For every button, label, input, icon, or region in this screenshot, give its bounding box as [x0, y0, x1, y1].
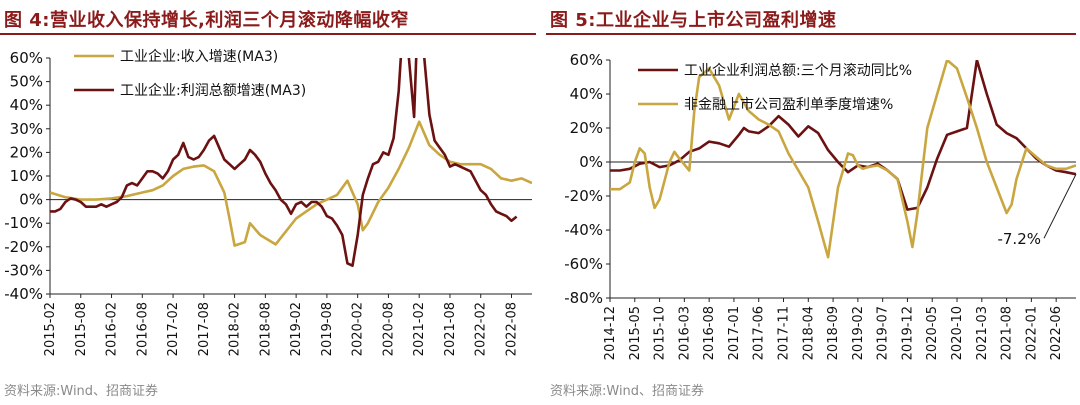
- x-tick-label: 2018-09: [826, 306, 841, 360]
- x-tick-label: 2017-08: [197, 302, 212, 356]
- left-panel: 图 4:营业收入保持增长,利润三个月滚动降幅收窄 -40% -30% -20% -10…: [0, 10, 536, 399]
- x-tick-label: 2020-02: [351, 302, 366, 356]
- x-tick-label: 2020-10: [950, 306, 965, 360]
- right-title-rule: [546, 33, 1076, 35]
- x-tick-label: 2022-01: [1024, 306, 1039, 360]
- x-tick-label: 2019-12: [900, 306, 915, 360]
- y-tick-label: 0%: [579, 153, 603, 171]
- left-source-note: 资料来源:Wind、招商证券: [4, 384, 159, 399]
- x-tick-label: 2016-03: [677, 306, 692, 360]
- x-tick-label: 2021-08: [443, 302, 458, 356]
- x-tick-label: 2019-02: [289, 302, 304, 356]
- legend-label-1: 工业企业:收入增速(MA3): [120, 48, 278, 65]
- x-tick-label: 2015-10: [653, 306, 668, 360]
- left-panel-title: 图 4:营业收入保持增长,利润三个月滚动降幅收窄: [4, 10, 409, 31]
- left-line-chart: -40% -30% -20% -10% 0% 10% 20% 30% 40% 50% 60% 2015…: [4, 48, 532, 356]
- x-tick-label: 2019-08: [320, 302, 335, 356]
- y-tick-label: -40%: [4, 285, 43, 303]
- right-source-note: 资料来源:Wind、招商证券: [550, 384, 705, 399]
- x-tick-label: 2017-02: [166, 302, 181, 356]
- series-group: [50, 58, 532, 267]
- y-tick-label: 20%: [570, 119, 603, 137]
- x-tick-label: 2021-08: [1000, 306, 1015, 360]
- x-tick-label: 2017-06: [752, 306, 767, 360]
- y-tick-label: 60%: [10, 49, 43, 67]
- series-line-1: [610, 60, 1076, 211]
- series-line-2: [610, 60, 1076, 259]
- y-tick-label: 50%: [10, 73, 43, 91]
- x-tick-label: 2020-08: [381, 302, 396, 356]
- x-tick-label: 2016-08: [702, 306, 717, 360]
- y-tick-label: 40%: [10, 96, 43, 114]
- y-tick-label: -10%: [4, 214, 43, 232]
- series-line-1: [50, 120, 532, 247]
- x-tick-label: 2017-11: [777, 306, 792, 360]
- legend-label-2: 非金融上市公司盈利单季度增速%: [684, 96, 893, 113]
- x-tick-label: 2019-07: [876, 306, 891, 360]
- x-tick-label: 2015-08: [74, 302, 89, 356]
- right-line-chart: -80% -60% -40% -20% 0% 20% 40% 60% 2014-12 2015-0…: [564, 51, 1077, 360]
- x-tick-label: 2015-02: [43, 302, 58, 356]
- y-tick-label: -30%: [4, 261, 43, 279]
- annotation-leader-line: [1043, 174, 1077, 239]
- x-tick-label: 2014-12: [603, 306, 618, 360]
- y-tick-label: 60%: [570, 51, 603, 69]
- left-title-rule: [0, 33, 536, 35]
- y-tick-label: -20%: [4, 238, 43, 256]
- x-tick-label: 2022-08: [504, 302, 519, 356]
- x-tick-label: 2020-05: [925, 306, 940, 360]
- x-tick-label: 2018-04: [801, 306, 816, 360]
- legend-label-1: 工业企业利润总额:三个月滚动同比%: [684, 62, 912, 79]
- x-tick-label: 2015-05: [628, 306, 643, 360]
- x-tick-label: 2022-02: [474, 302, 489, 356]
- x-tick-label: 2021-02: [412, 302, 427, 356]
- x-tick-label: 2017-01: [727, 306, 742, 360]
- x-tick-label: 2016-08: [135, 302, 150, 356]
- x-tick-label: 2021-03: [975, 306, 990, 360]
- x-tick-label: 2016-02: [105, 302, 120, 356]
- annotation-label: -7.2%: [997, 230, 1041, 248]
- series-line-2: [50, 58, 518, 267]
- x-tick-label: 2019-02: [851, 306, 866, 360]
- y-tick-label: 30%: [10, 120, 43, 138]
- y-tick-label: 40%: [570, 85, 603, 103]
- x-tick-label: 2018-02: [228, 302, 243, 356]
- x-tick-label: 2022-06: [1049, 306, 1064, 360]
- y-tick-label: 10%: [10, 167, 43, 185]
- right-panel-title: 图 5:工业企业与上市公司盈利增速: [550, 10, 837, 31]
- y-tick-label: -40%: [564, 221, 603, 239]
- y-tick-label: 0%: [19, 191, 43, 209]
- y-tick-label: -20%: [564, 187, 603, 205]
- y-tick-label: -80%: [564, 289, 603, 307]
- y-tick-label: -60%: [564, 255, 603, 273]
- right-panel: 图 5:工业企业与上市公司盈利增速 -80% -60% -40% -20% 0% 20% 4…: [546, 0, 1080, 405]
- y-tick-label: 20%: [10, 143, 43, 161]
- legend-label-2: 工业企业:利润总额增速(MA3): [120, 82, 306, 99]
- series-group: [610, 60, 1076, 259]
- x-tick-label: 2018-08: [258, 302, 273, 356]
